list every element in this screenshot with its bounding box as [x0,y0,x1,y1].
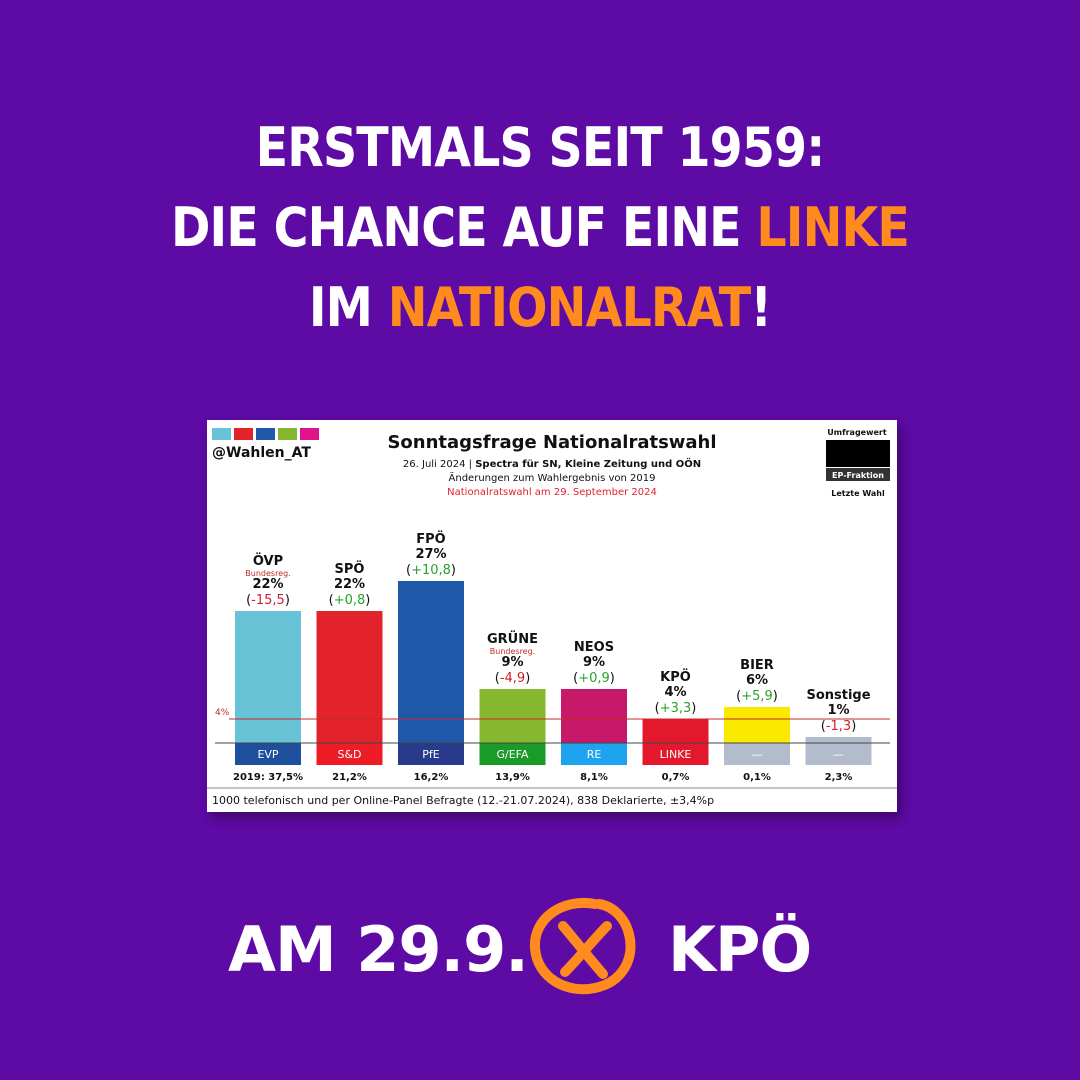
chart-subtitle-election: Nationalratswahl am 29. September 2024 [447,487,657,498]
legend-poll-label: Umfragewert [827,428,887,437]
ballot-cross-icon [529,897,636,995]
headline-exclamation: ! [750,276,772,339]
fraction-label-0: EVP [257,748,278,761]
change-label-5: (+3,3) [655,701,697,716]
fraction-strip-6 [724,743,790,765]
fraction-strip-5 [642,743,709,765]
legend-fraction-swatch [826,468,890,481]
poll-chart: @Wahlen_AT Sonntagsfrage Nationalratswah… [207,428,897,807]
last-election-label-6: 0,1% [743,772,771,783]
change-label-4: (+0,9) [573,671,615,686]
value-label-4: 9% [583,655,605,670]
chart-subtitle-separator: | [465,459,475,470]
bar-5 [642,719,709,743]
last-election-label-1: 21,2% [332,772,367,783]
change-label-3: (-4,9) [495,671,531,686]
ballot-circle [529,897,636,995]
fraction-label-6: — [752,748,763,761]
headline-line-2-text: DIE CHANCE AUF EINE [170,196,757,259]
footer-party: KPÖ [668,913,812,986]
brand-square-1 [212,428,231,440]
brand-square-3 [256,428,275,440]
value-label-3: 9% [501,655,523,670]
bar-3 [479,689,546,743]
category-label-4: NEOS [574,640,614,655]
fraction-strip-0 [235,743,301,765]
brand-color-squares [212,428,319,440]
footer-date: AM 29.9. [228,913,529,986]
value-label-0: 22% [252,577,283,592]
footer-call-to-action: AM 29.9. KPÖ [0,892,1080,1002]
last-election-label-2: 16,2% [414,772,449,783]
headline-line-1: ERSTMALS SEIT 1959: [255,116,826,179]
legend-last-label: Letzte Wahl [831,489,885,498]
fraction-strip-4 [561,743,627,765]
value-label-2: 27% [415,547,446,562]
change-label-1: (+0,8) [329,593,371,608]
brand-square-4 [278,428,297,440]
brand-square-5 [300,428,319,440]
fraction-label-3: G/EFA [496,748,528,761]
fraction-strip-7 [805,743,872,765]
chart-subtitle-date: 26. Juli 2024 [403,459,466,470]
headline-line-2: DIE CHANCE AUF EINE LINKE [65,188,1015,268]
category-label-1: SPÖ [335,561,365,577]
category-label-6: BIER [740,658,774,673]
category-label-7: Sonstige [806,688,870,703]
last-election-label-3: 13,9% [495,772,530,783]
bar-2 [398,581,464,743]
value-label-7: 1% [827,703,849,718]
bar-0 [235,611,301,743]
category-label-0: ÖVP [253,553,283,569]
last-election-label-7: 2,3% [825,772,853,783]
bar-1 [316,611,383,743]
category-label-3: GRÜNE [487,631,538,647]
fraction-label-5: LINKE [660,748,692,761]
category-label-2: FPÖ [416,531,445,547]
headline: ERSTMALS SEIT 1959: DIE CHANCE AUF EINE … [65,108,1015,348]
value-label-5: 4% [664,685,686,700]
chart-footnote: 1000 telefonisch und per Online-Panel Be… [212,794,714,807]
chart-legend: Umfragewert EP-Fraktion Letzte Wahl [826,428,890,498]
bar-4 [561,689,627,743]
value-label-6: 6% [746,673,768,688]
change-label-6: (+5,9) [736,689,778,704]
change-label-0: (-15,5) [246,593,290,608]
bar-7 [805,737,872,743]
legend-poll-swatch [826,440,890,467]
headline-line-3-text: IM [308,276,388,339]
legend-fraction-label: EP-Fraktion [832,471,884,480]
threshold-label: 4% [215,708,230,718]
headline-line-3: IM NATIONALRAT! [65,268,1015,348]
note-label-3: Bundesreg. [490,647,535,656]
note-label-0: Bundesreg. [245,569,290,578]
chart-subtitle: 26. Juli 2024 | Spectra für SN, Kleine Z… [403,456,701,470]
chart-subtitle-changes: Änderungen zum Wahlergebnis von 2019 [449,471,656,484]
last-election-label-4: 8,1% [580,772,608,783]
last-election-label-5: 0,7% [662,772,690,783]
chart-handle: @Wahlen_AT [212,445,311,461]
headline-highlight-nationalrat: NATIONALRAT [387,276,751,339]
chart-subtitle-source: Spectra für SN, Kleine Zeitung und OÖN [475,456,701,470]
headline-highlight-linke: LINKE [756,196,910,259]
value-label-1: 22% [334,577,365,592]
fraction-label-1: S&D [337,748,361,761]
last-election-label-0: 2019: 37,5% [233,772,303,783]
fraction-label-2: PfE [422,748,440,761]
brand-square-2 [234,428,253,440]
fraction-strip-2 [398,743,464,765]
ballot-cross-stroke-2 [560,921,612,977]
fraction-label-7: — [833,748,844,761]
chart-title: Sonntagsfrage Nationalratswahl [387,432,716,453]
fraction-strip-3 [479,743,546,765]
poll-chart-card: @Wahlen_AT Sonntagsfrage Nationalratswah… [207,420,897,812]
fraction-label-4: RE [587,748,602,761]
category-label-5: KPÖ [660,669,691,685]
change-label-7: (-1,3) [821,719,857,734]
bar-6 [724,707,790,743]
change-label-2: (+10,8) [406,563,456,578]
fraction-strip-1 [316,743,383,765]
